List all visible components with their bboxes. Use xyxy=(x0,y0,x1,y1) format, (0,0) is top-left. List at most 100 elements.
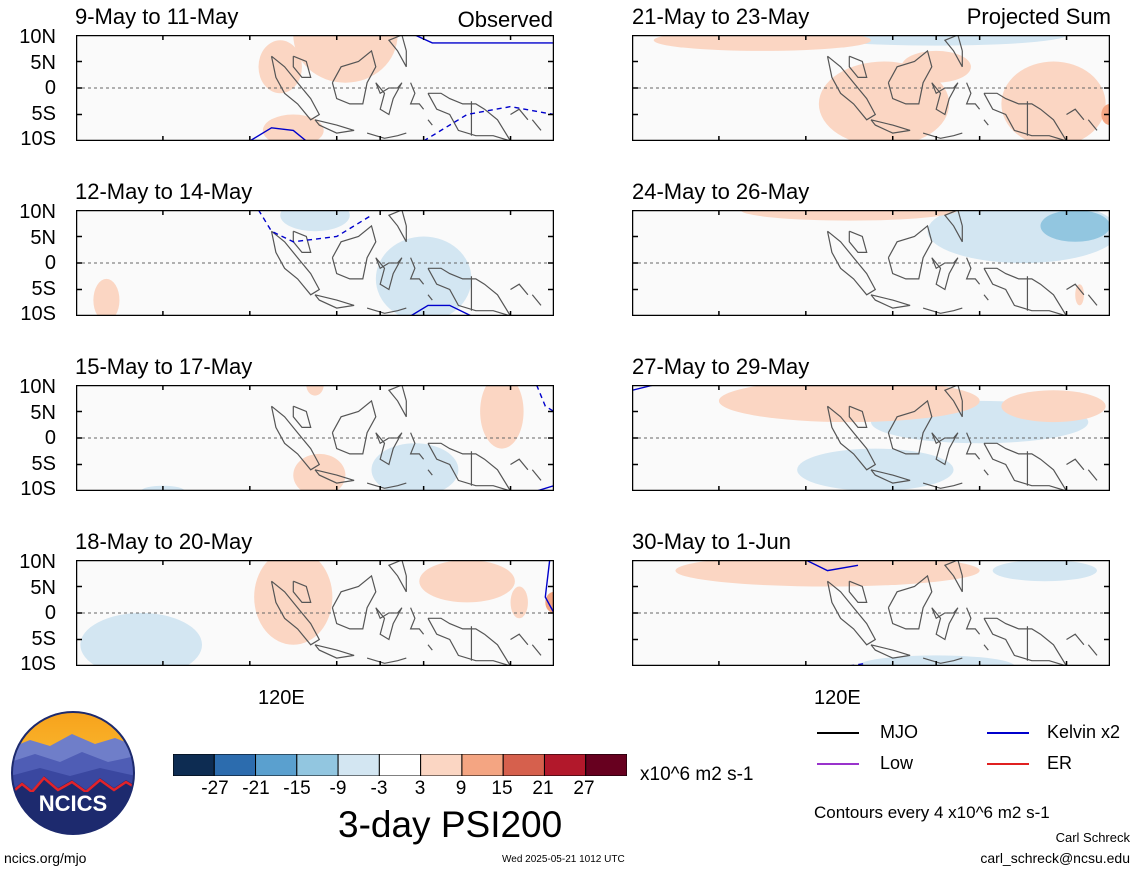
kelvin-contour xyxy=(257,210,372,243)
coastline xyxy=(292,405,312,429)
colorbar-tick: 3 xyxy=(414,778,426,799)
lat-label: 0 xyxy=(44,427,56,449)
lat-label: 10N xyxy=(19,26,56,48)
coastline xyxy=(931,82,959,116)
negative-anomaly-area xyxy=(375,236,472,316)
positive-anomaly-area xyxy=(480,385,524,449)
positive-anomaly-area xyxy=(818,61,950,141)
coastline xyxy=(409,257,425,285)
coastline xyxy=(409,607,425,635)
coastline xyxy=(510,633,529,646)
footer-email: carl_schreck@ncsu.edu xyxy=(980,850,1130,866)
coastline xyxy=(1087,294,1098,306)
panel-title: 12-May to 14-May xyxy=(75,179,253,204)
coastline xyxy=(983,294,989,301)
positive-anomaly-area xyxy=(93,278,120,316)
legend-label-kelvin: Kelvin x2 xyxy=(1047,722,1121,742)
map-panel xyxy=(632,210,1110,316)
projected-sum-label: Projected Sum xyxy=(966,4,1111,29)
lon-label: 120E xyxy=(814,687,861,709)
colorbar-tick: 21 xyxy=(532,778,554,799)
colorbar-swatch xyxy=(461,754,504,776)
coastline xyxy=(375,432,403,466)
colorbar-swatch xyxy=(255,754,298,776)
colorbar-swatch xyxy=(420,754,463,776)
positive-anomaly-area xyxy=(675,560,980,587)
coastline xyxy=(983,442,1068,491)
map-panel xyxy=(76,210,554,316)
legend-line-low xyxy=(817,763,859,765)
positive-anomaly-area xyxy=(1001,390,1106,423)
coastline xyxy=(292,230,312,254)
coastline xyxy=(375,82,403,116)
colorbar-swatch xyxy=(543,754,587,776)
map-panel xyxy=(76,560,554,666)
coastline xyxy=(983,644,989,651)
lat-label: 5N xyxy=(30,402,56,424)
coastline xyxy=(387,210,407,243)
lat-label: 5N xyxy=(30,577,56,599)
negative-anomaly-area xyxy=(805,35,1067,46)
coastline xyxy=(531,119,542,131)
coastline xyxy=(943,560,963,593)
colorbar-swatch xyxy=(502,754,545,776)
kelvin-contour xyxy=(249,127,307,141)
coastline xyxy=(848,580,868,604)
colorbar-tick: -21 xyxy=(242,778,270,799)
map-panel xyxy=(632,35,1110,141)
lat-label: 0 xyxy=(44,602,56,624)
coastline xyxy=(870,469,911,484)
coastline xyxy=(983,92,1068,141)
map-panel xyxy=(632,560,1110,666)
negative-anomaly-area xyxy=(280,210,350,232)
positive-anomaly-area xyxy=(740,210,958,221)
colorbar-tick: -3 xyxy=(370,778,388,799)
coastline xyxy=(870,119,911,134)
coastline xyxy=(826,230,877,296)
coastline xyxy=(1066,458,1085,471)
positive-anomaly-area xyxy=(1075,284,1084,306)
footer-url: ncics.org/mjo xyxy=(4,850,87,866)
coastline xyxy=(366,307,407,314)
lat-label: 10S xyxy=(20,303,56,325)
lat-label: 10N xyxy=(19,201,56,223)
kelvin-contour xyxy=(423,105,554,141)
negative-anomaly-area xyxy=(857,655,1015,666)
coastline xyxy=(848,55,868,79)
coastline xyxy=(531,644,542,656)
coastline xyxy=(510,458,529,471)
coastline xyxy=(887,224,933,280)
map-panel xyxy=(76,35,554,141)
lat-label: 5N xyxy=(30,227,56,249)
coastline xyxy=(270,55,321,121)
coastline xyxy=(1087,644,1098,656)
kelvin-contour xyxy=(410,304,472,316)
lat-label: 5S xyxy=(31,453,56,475)
observed-label: Observed xyxy=(457,7,553,32)
coastline xyxy=(387,385,407,418)
coastline xyxy=(531,469,542,481)
legend-line-kelvin xyxy=(987,732,1029,734)
coastline xyxy=(848,230,868,254)
coastline xyxy=(943,35,963,68)
coastline xyxy=(887,399,933,455)
main-title: 3-day PSI200 xyxy=(338,804,563,845)
lat-label: 10S xyxy=(20,128,56,150)
legend-label-mjo: MJO xyxy=(880,722,918,742)
coastline xyxy=(270,580,321,646)
colorbar-swatch xyxy=(337,754,380,776)
coastline xyxy=(427,267,512,316)
coastline xyxy=(1066,283,1085,296)
colorbar-tick: -9 xyxy=(329,778,347,799)
lat-label: 10N xyxy=(19,376,56,398)
coastline xyxy=(366,482,407,489)
coastline xyxy=(965,257,981,285)
coastline xyxy=(331,224,377,280)
coastline xyxy=(983,119,989,126)
coastline xyxy=(314,644,355,659)
coastline xyxy=(965,432,981,460)
coastline xyxy=(427,92,512,141)
panel-title: 24-May to 26-May xyxy=(632,179,810,204)
colorbar xyxy=(173,754,627,776)
legend-label-low: Low xyxy=(880,753,914,773)
